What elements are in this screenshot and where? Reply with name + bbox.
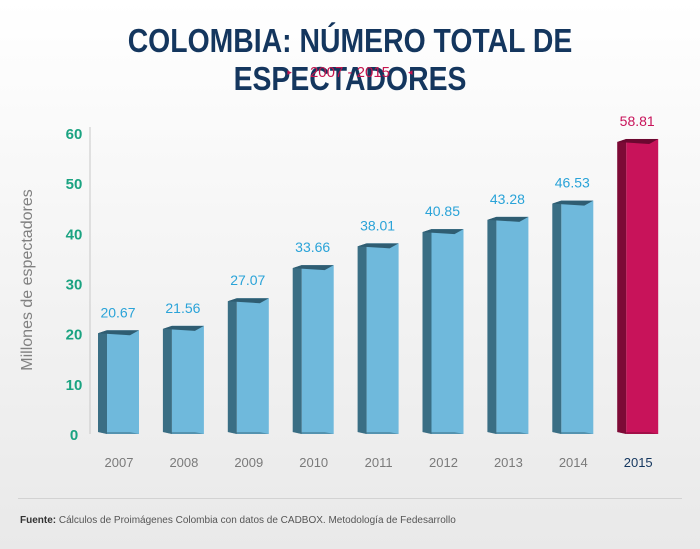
- bar: [171, 325, 204, 434]
- bar-side: [98, 330, 107, 434]
- x-tick-label: 2012: [429, 455, 458, 470]
- bar-top: [98, 330, 139, 336]
- bar: [107, 330, 139, 434]
- y-tick-label: 20: [66, 327, 83, 344]
- bar-base: [292, 432, 334, 434]
- y-tick-label: 60: [66, 126, 83, 143]
- y-tick-label: 40: [66, 226, 83, 243]
- bar-top: [422, 229, 464, 235]
- bar: [496, 216, 529, 434]
- bar-base: [98, 432, 139, 434]
- subtitle-row: ▸ 2007 - 2015 ◂: [0, 64, 700, 81]
- bar-base: [357, 432, 399, 434]
- bar-side: [422, 229, 432, 434]
- data-label: 38.01: [360, 217, 395, 233]
- y-tick-label: 30: [66, 277, 83, 294]
- bar: [301, 265, 334, 434]
- data-label: 27.07: [230, 272, 265, 288]
- data-label: 20.67: [100, 304, 135, 320]
- footer-source: Fuente: Cálculos de Proimágenes Colombia…: [20, 515, 456, 526]
- bar-side: [292, 265, 302, 434]
- triangle-left-icon: ◂: [408, 67, 413, 77]
- data-label: 46.53: [555, 175, 590, 191]
- x-tick-label: 2010: [299, 455, 328, 470]
- footer-label: Fuente:: [20, 515, 57, 526]
- triangle-right-icon: ▸: [287, 67, 292, 77]
- x-tick-label: 2014: [559, 455, 588, 470]
- bar-side: [617, 138, 627, 434]
- bar-chart: 0 10 20 30 40 50 60 Millones de espectadores 20.…: [19, 113, 659, 470]
- x-tick-label: 2011: [365, 455, 393, 470]
- bar-top: [357, 243, 399, 249]
- bar-top: [552, 200, 594, 206]
- bar: [431, 229, 464, 434]
- bar-side: [162, 325, 172, 434]
- y-axis-label: Millones de espectadores: [19, 189, 36, 370]
- chart-subtitle: 2007 - 2015: [309, 64, 391, 81]
- bar-side: [487, 216, 497, 434]
- bar-base: [162, 432, 204, 434]
- bar-base: [227, 432, 269, 434]
- y-tick-label: 0: [70, 427, 78, 444]
- data-label: 21.56: [165, 300, 200, 316]
- x-tick-label: 2009: [234, 455, 263, 470]
- bar-top: [617, 138, 659, 144]
- bar-top: [162, 325, 204, 331]
- data-label: 33.66: [295, 239, 330, 255]
- chart-title: COLOMBIA: NÚMERO TOTAL DE ESPECTADORES: [127, 22, 573, 97]
- footer-text: Cálculos de Proimágenes Colombia con dat…: [56, 515, 456, 526]
- data-label: 40.85: [425, 203, 460, 219]
- bar-base: [552, 432, 594, 434]
- bar-top: [487, 216, 529, 222]
- x-tick-label: 2015: [624, 455, 653, 470]
- data-label: 43.28: [490, 191, 525, 207]
- y-tick-label: 50: [66, 176, 83, 193]
- bar-side: [552, 200, 562, 434]
- x-tick-label: 2007: [105, 455, 134, 470]
- bar-base: [617, 432, 659, 434]
- bar: [366, 243, 399, 434]
- x-tick-label: 2013: [494, 455, 523, 470]
- bar-side: [357, 243, 367, 434]
- data-label: 58.81: [620, 113, 655, 129]
- bar-top: [227, 298, 269, 304]
- bar: [626, 138, 659, 434]
- x-tick-label: 2008: [169, 455, 198, 470]
- bar: [561, 200, 594, 434]
- bar: [236, 298, 269, 434]
- bar-base: [487, 432, 529, 434]
- footer-divider: [18, 498, 682, 499]
- bar-side: [227, 298, 237, 434]
- bar-top: [292, 265, 334, 271]
- bar-base: [422, 432, 464, 434]
- y-tick-label: 10: [66, 377, 83, 394]
